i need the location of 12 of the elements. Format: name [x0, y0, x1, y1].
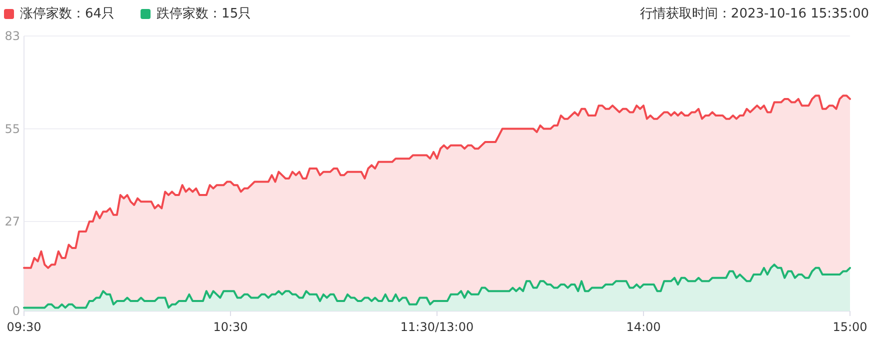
y-tick-label: 83 [4, 29, 20, 43]
x-tick-label: 10:30 [213, 320, 248, 334]
x-tick-label: 09:30 [6, 320, 42, 334]
y-tick-label: 0 [12, 304, 20, 318]
x-tick-label: 11:30/13:00 [400, 320, 474, 334]
chart-title: 行情获取时间：2023-10-16 15:35:00 [640, 6, 869, 22]
y-tick-label: 55 [4, 122, 20, 136]
x-tick-label: 15:00 [832, 320, 868, 334]
legend-label: 涨停家数：64只 [20, 6, 115, 22]
y-tick-label: 27 [4, 214, 20, 229]
legend-label: 跌停家数：15只 [156, 6, 252, 22]
x-tick-label: 14:00 [626, 320, 661, 334]
